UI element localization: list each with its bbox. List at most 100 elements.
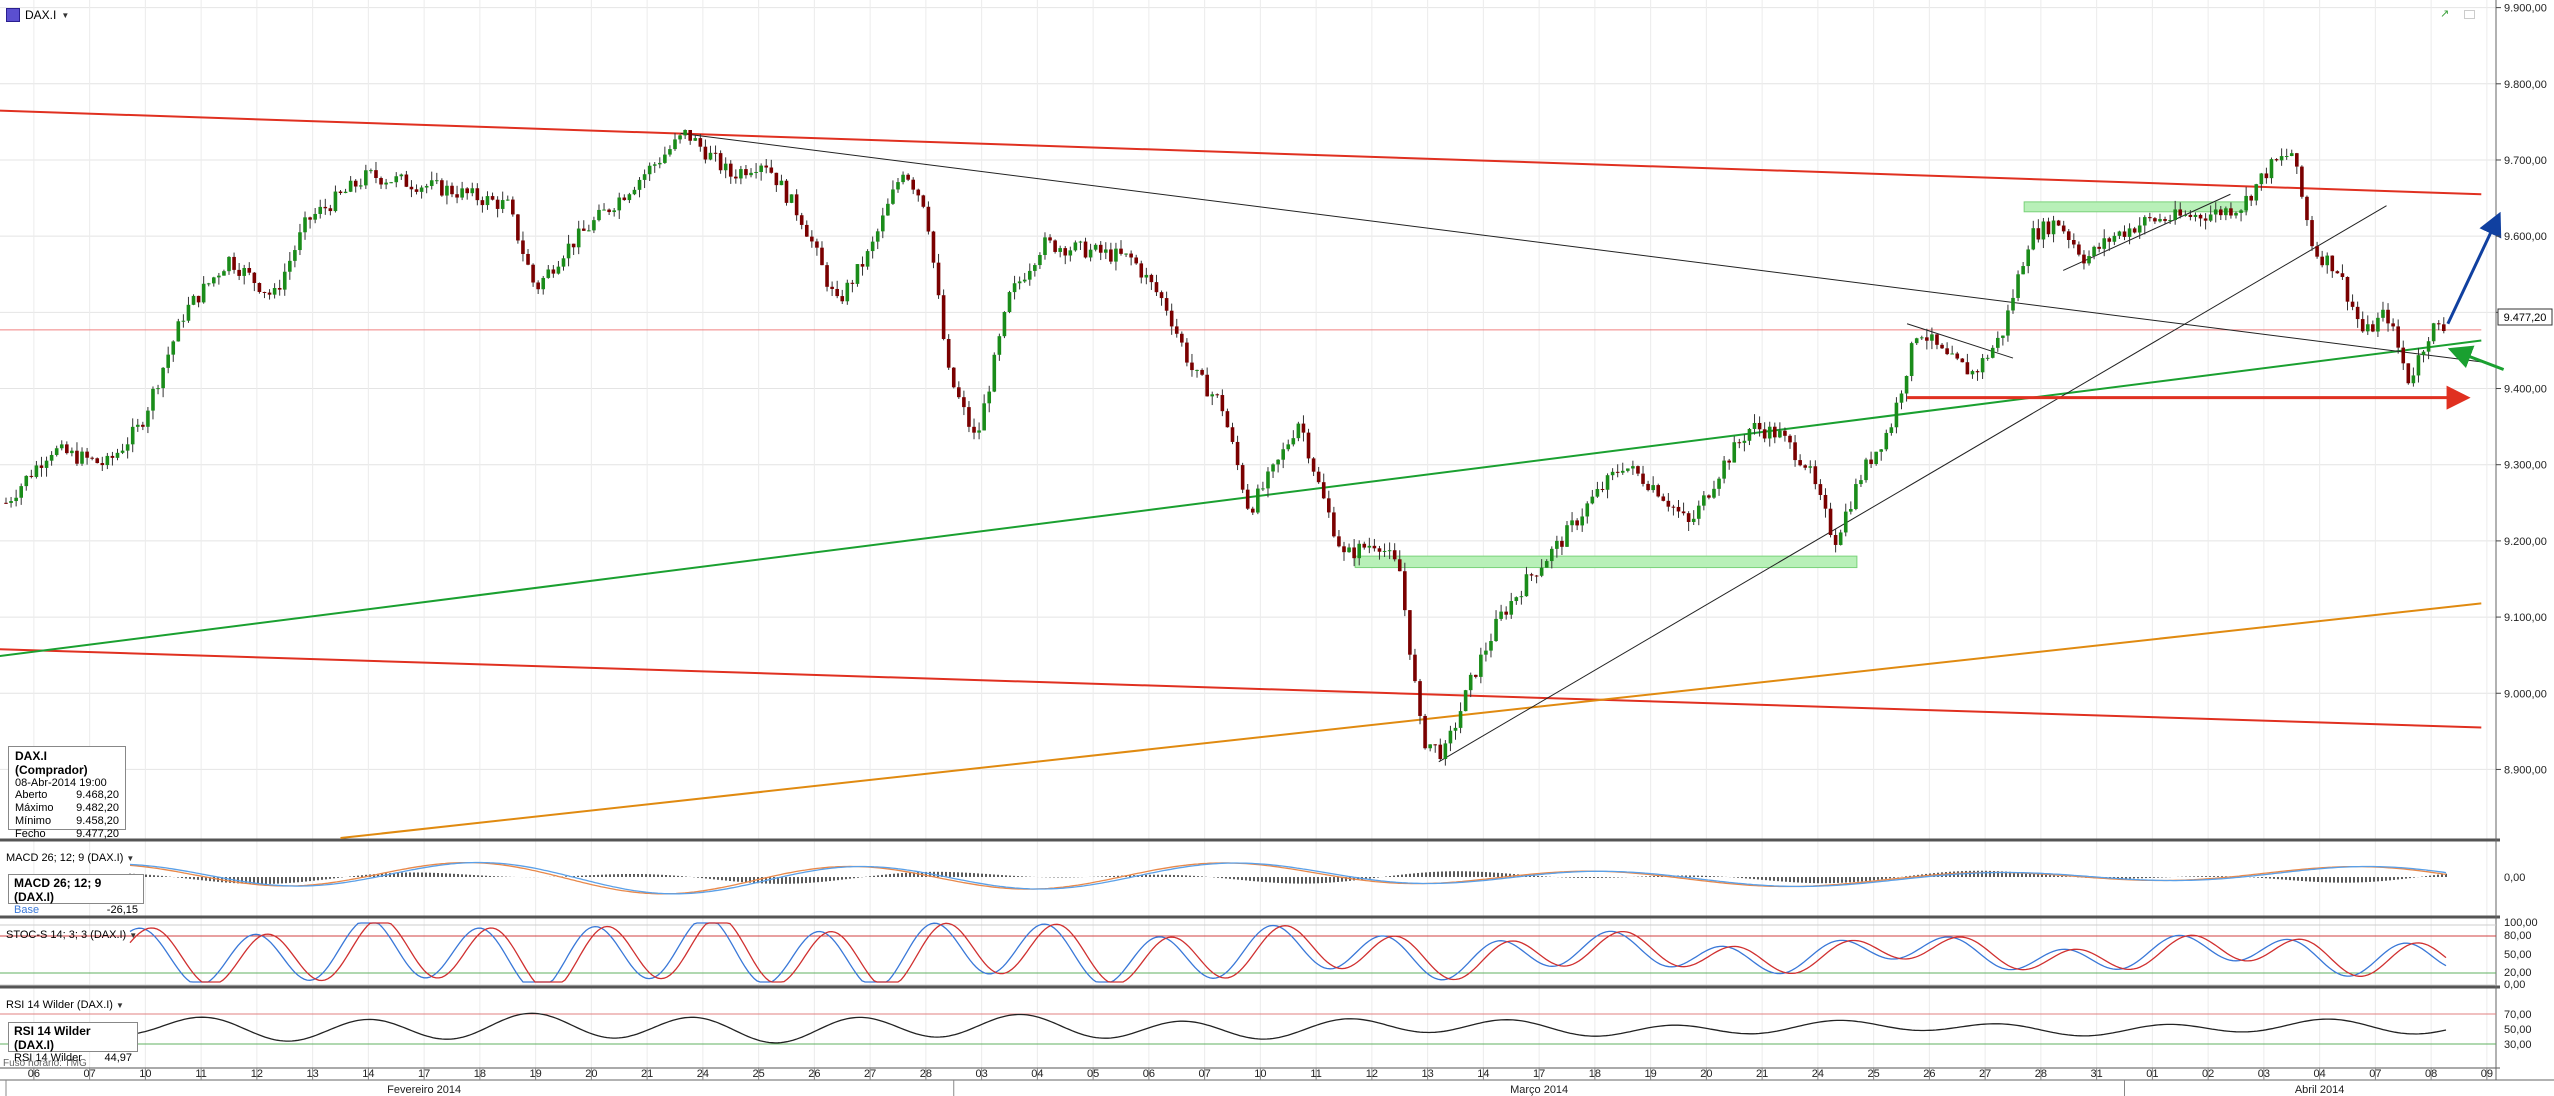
candle-body <box>394 176 399 183</box>
candle <box>2441 317 2446 334</box>
candle-body <box>2289 153 2294 157</box>
candle <box>521 231 525 262</box>
candle-body <box>2082 254 2086 264</box>
time-axis[interactable]: 06 07 10 11 12 13 14 17 18 19 20 21 24 25 26 27 28 03 04 05… <box>5 1068 2493 1096</box>
candle <box>2127 223 2132 245</box>
candle-body <box>257 283 262 292</box>
candle-body <box>49 454 54 461</box>
candle <box>475 183 480 206</box>
candle <box>247 262 252 276</box>
candle-body <box>901 174 905 183</box>
candle <box>1899 390 1904 410</box>
candle <box>855 264 860 287</box>
candle <box>1316 466 1321 484</box>
candle <box>1762 422 1767 443</box>
candle <box>445 180 449 205</box>
candle-body <box>90 457 94 459</box>
candle-body <box>434 180 439 182</box>
candle-body <box>1904 375 1909 394</box>
candle-body <box>369 170 373 172</box>
candle-body <box>2234 212 2238 216</box>
candle <box>267 289 272 300</box>
candle <box>541 275 546 295</box>
candle-body <box>65 444 69 454</box>
chevron-down-icon[interactable]: ▼ <box>129 930 138 940</box>
candle <box>146 407 150 434</box>
candle <box>607 208 611 216</box>
candle-body <box>759 165 763 172</box>
candle <box>2056 219 2061 227</box>
candle <box>262 291 267 299</box>
candle <box>1940 343 1944 349</box>
candle <box>1980 353 1985 379</box>
chevron-down-icon[interactable]: ▼ <box>126 853 135 863</box>
candle-body <box>54 448 59 455</box>
candle <box>90 456 94 461</box>
candle-body <box>1884 432 1889 450</box>
candle <box>455 185 459 204</box>
candle-body <box>951 367 956 388</box>
candle-body <box>1403 571 1407 611</box>
x-tick-label: 21 <box>641 1068 653 1080</box>
candle <box>135 418 140 432</box>
candle <box>2229 202 2233 219</box>
candle-body <box>4 502 8 504</box>
candle-body <box>541 277 546 290</box>
candle <box>181 314 186 328</box>
candle <box>1296 421 1301 442</box>
candle-body <box>186 304 191 321</box>
candle-body <box>825 265 829 287</box>
restore-icon[interactable] <box>2464 10 2475 19</box>
candle <box>1818 479 1823 501</box>
candle <box>1808 460 1813 474</box>
candle-body <box>1271 464 1275 472</box>
candle <box>1332 506 1336 538</box>
symbol-selector[interactable]: DAX.I ▼ <box>6 6 69 24</box>
candle-body <box>2224 208 2228 216</box>
price-axis[interactable]: 8.900,00 9.000,00 9.100,00 9.200,00 9.300,00… <box>2496 3 2547 1051</box>
candle <box>1286 439 1291 452</box>
candle-body <box>2371 324 2375 332</box>
chevron-down-icon[interactable]: ▼ <box>61 10 70 20</box>
rsi-pane-label[interactable]: RSI 14 Wilder (DAX.I) ▼ <box>6 999 124 1011</box>
candle-body <box>723 163 728 171</box>
candle-body <box>171 341 176 355</box>
candle <box>1514 596 1519 605</box>
candle <box>2406 363 2411 385</box>
annotation-arrows[interactable] <box>1907 211 2505 410</box>
candle <box>1129 250 1133 266</box>
candle-body <box>2148 217 2152 219</box>
stoch-pane-label[interactable]: STOC-S 14; 3; 3 (DAX.I) ▼ <box>6 929 138 941</box>
candle <box>1585 501 1590 524</box>
candle <box>333 185 338 213</box>
candle <box>1109 242 1113 265</box>
candle-body <box>414 189 419 192</box>
candle <box>1935 334 1939 350</box>
candle-body <box>683 129 687 136</box>
trend-icon[interactable]: ↗ <box>2440 8 2450 20</box>
candle-body <box>1519 596 1524 598</box>
candle <box>1195 369 1199 378</box>
macd-pane-label[interactable]: MACD 26; 12; 9 (DAX.I) ▼ <box>6 852 135 864</box>
candle <box>2421 349 2426 363</box>
chart-type-icon[interactable] <box>6 8 20 22</box>
rsi-pane <box>0 1012 2496 1045</box>
candle-body <box>450 185 454 195</box>
candle <box>2320 250 2324 268</box>
month-label: Abril 2014 <box>2295 1084 2345 1096</box>
candle-body <box>1286 444 1291 450</box>
trend-lines[interactable] <box>0 109 2482 839</box>
candle <box>1661 493 1666 502</box>
x-tick-label: 04 <box>2314 1068 2326 1080</box>
candle-body <box>2006 310 2010 336</box>
candle-body <box>1068 250 1073 256</box>
candle <box>2426 337 2431 360</box>
candle-body <box>1854 484 1858 509</box>
pane-tick-label: 30,00 <box>2504 1039 2532 1051</box>
chevron-down-icon[interactable]: ▼ <box>115 1000 124 1010</box>
x-tick-label: 26 <box>808 1068 820 1080</box>
candle <box>1833 528 1838 553</box>
candle-body <box>1352 547 1356 559</box>
y-tick-label: 9.300,00 <box>2504 460 2547 472</box>
